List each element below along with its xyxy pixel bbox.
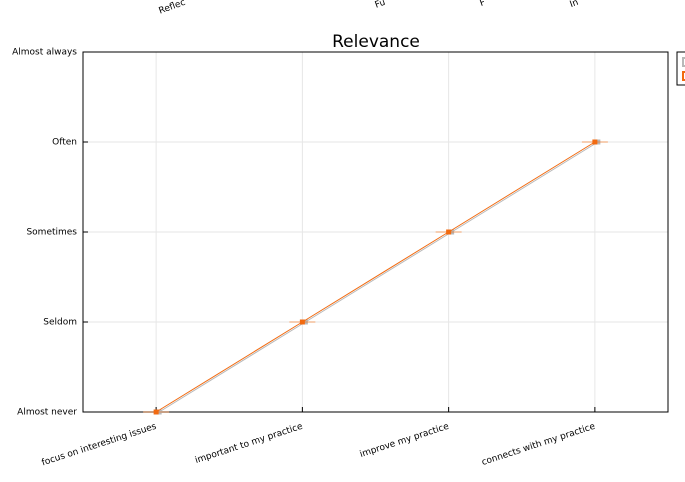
clipped-label: F [479,0,487,9]
point [592,139,598,145]
legend-box [676,51,685,86]
chart-title: Relevance [332,32,420,52]
plot-frame [82,51,669,413]
y-tick-label: Almost always [12,48,77,58]
clipped-label: In [569,0,580,10]
y-tick-label: Often [52,138,77,148]
y-tick-label: Seldom [43,318,77,328]
x-tick-label: important to my practice [194,422,305,466]
point [153,409,159,415]
point [299,319,305,325]
y-tick-label: Almost never [17,408,77,418]
y-tick-label: Sometimes [26,228,77,238]
x-tick-label: improve my practice [359,422,451,460]
point [446,229,452,235]
legend-swatch [682,71,685,81]
series-line [158,141,599,413]
x-tick-label: focus on interesting issues [41,422,159,469]
clipped-label: Reflec [158,0,187,17]
series-line [155,141,596,413]
x-tick-label: connects with my practice [481,422,597,468]
legend-swatch [682,57,685,67]
clipped-label: Fu [374,0,387,11]
